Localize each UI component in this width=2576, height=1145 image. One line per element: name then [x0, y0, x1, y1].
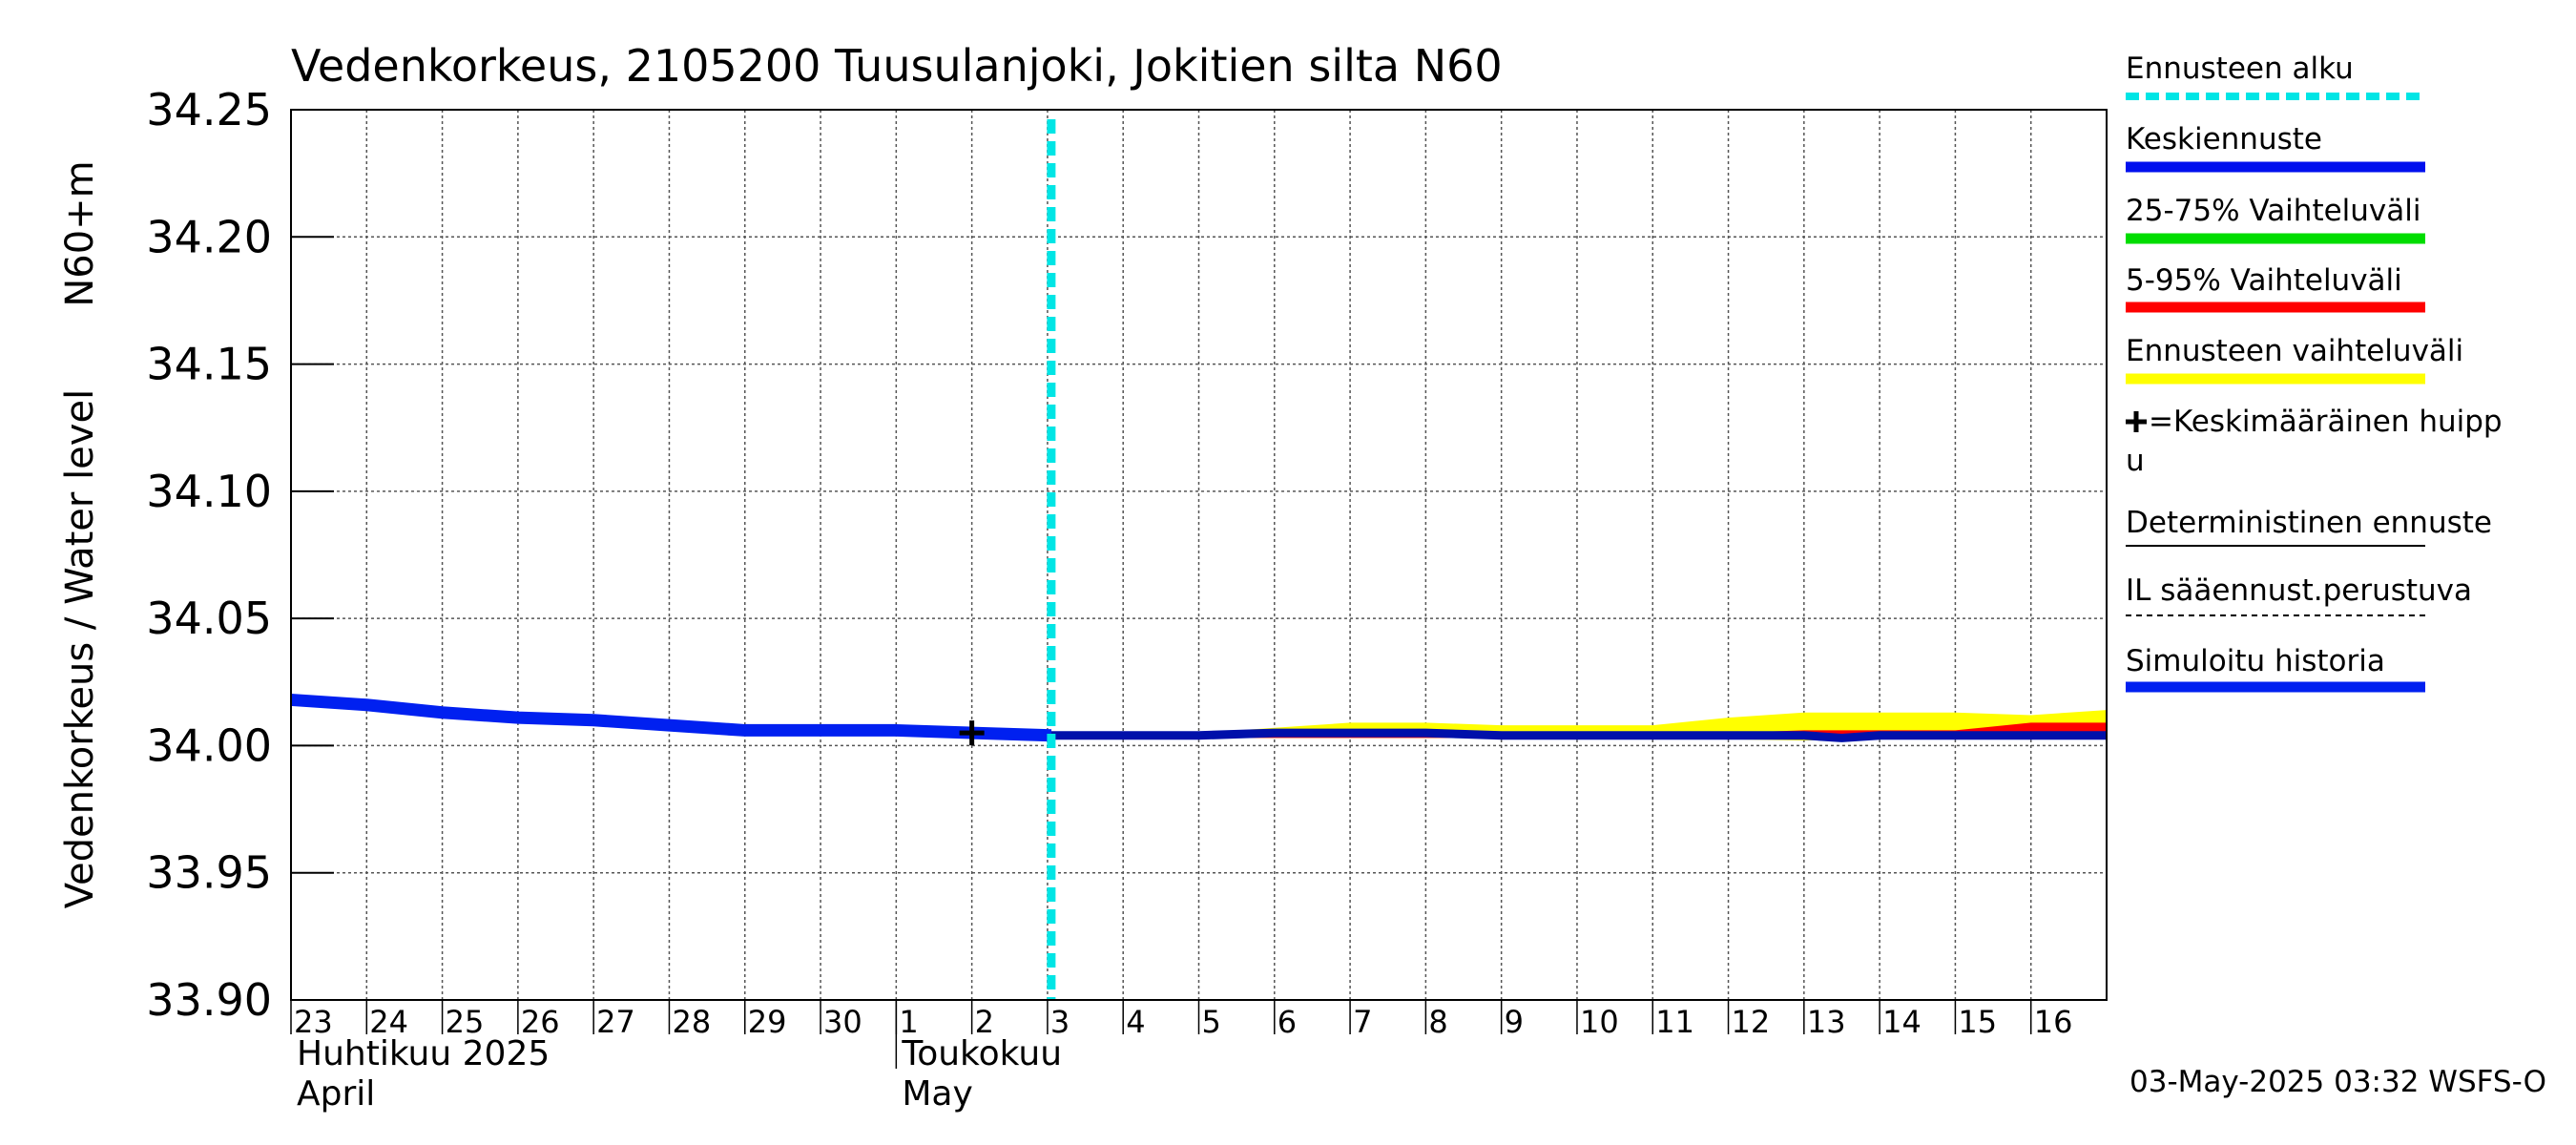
x-tick-label: 26 — [521, 1004, 560, 1040]
series-keskiennuste — [1050, 728, 2107, 742]
legend-label: Ennusteen alku — [2126, 52, 2354, 86]
x-tick-label: 28 — [672, 1004, 711, 1040]
legend-label: Ennusteen vaihteluväli — [2126, 334, 2463, 368]
x-tick-label: 30 — [823, 1004, 862, 1040]
y-axis-label: Vedenkorkeus / Water level — [58, 389, 102, 908]
legend-label: =Keskimääräinen huipp — [2149, 405, 2503, 439]
mean-peak-cross — [959, 720, 985, 746]
month-label: Toukokuu — [901, 1034, 1062, 1073]
y-tick-label: 34.05 — [146, 593, 272, 644]
legend: Ennusteen alku Keskiennuste 25-75% Vaihtel… — [2126, 52, 2503, 693]
month-label-en: May — [902, 1074, 972, 1114]
x-tick-label: 15 — [1958, 1004, 1997, 1040]
legend-label: IL sääennust.perustuva — [2126, 573, 2472, 608]
x-tick-label: 3 — [1050, 1004, 1070, 1040]
legend-label: Simuloitu historia — [2126, 644, 2385, 678]
x-tick-label: 5 — [1202, 1004, 1221, 1040]
legend-label: Deterministinen ennuste — [2126, 506, 2492, 540]
y-tick-label: 34.10 — [146, 466, 272, 517]
series-simuloitu-historia — [290, 693, 1052, 742]
series-lines — [290, 693, 2107, 742]
x-tick-label: 16 — [2034, 1004, 2073, 1040]
x-tick-label: 23 — [294, 1004, 333, 1040]
plot-frame — [290, 109, 2108, 1001]
x-tick-label: 10 — [1580, 1004, 1619, 1040]
legend-label-wrap: u — [2126, 444, 2145, 478]
legend-label: 25-75% Vaihteluväli — [2126, 194, 2421, 228]
legend-cross-icon — [2126, 411, 2147, 432]
x-tick-label: 6 — [1278, 1004, 1297, 1040]
x-tick-label: 1 — [899, 1004, 918, 1040]
month-label: Huhtikuu 2025 — [297, 1034, 550, 1073]
y-tick-label: 34.25 — [146, 84, 272, 135]
y-tick-label: 34.15 — [146, 339, 272, 390]
legend-label: Keskiennuste — [2126, 122, 2322, 156]
y-tick-label: 34.20 — [146, 211, 272, 262]
y-tick-label: 34.00 — [146, 719, 272, 771]
grid — [291, 110, 2107, 1000]
x-tick-label: 8 — [1428, 1004, 1447, 1040]
x-tick-label: 12 — [1732, 1004, 1771, 1040]
x-tick-label: 24 — [369, 1004, 408, 1040]
axes: 34.25 34.20 34.15 34.10 34.05 34.00 33.95 33.90… — [146, 84, 2108, 1114]
x-tick-label: 14 — [1882, 1004, 1922, 1040]
legend-label: 5-95% Vaihteluväli — [2126, 263, 2402, 298]
x-tick-label: 29 — [748, 1004, 787, 1040]
chart-title: Vedenkorkeus, 2105200 Tuusulanjoki, Joki… — [291, 40, 1503, 92]
y-tick-label: 33.95 — [146, 847, 272, 899]
x-tick-label: 9 — [1505, 1004, 1524, 1040]
x-tick-label: 11 — [1655, 1004, 1694, 1040]
x-tick-label: 13 — [1807, 1004, 1846, 1040]
x-tick-label: 2 — [975, 1004, 994, 1040]
x-tick-label: 4 — [1126, 1004, 1145, 1040]
markers — [959, 119, 1056, 1000]
x-tick-label: 25 — [446, 1004, 485, 1040]
x-tick-label: 27 — [596, 1004, 635, 1040]
month-label-en: April — [297, 1074, 375, 1114]
footer-timestamp: 03-May-2025 03:32 WSFS-O — [2129, 1065, 2546, 1099]
x-tick-label: 7 — [1353, 1004, 1372, 1040]
y-tick-label: 33.90 — [146, 974, 272, 1026]
y-axis-unit: N60+m — [58, 160, 102, 306]
